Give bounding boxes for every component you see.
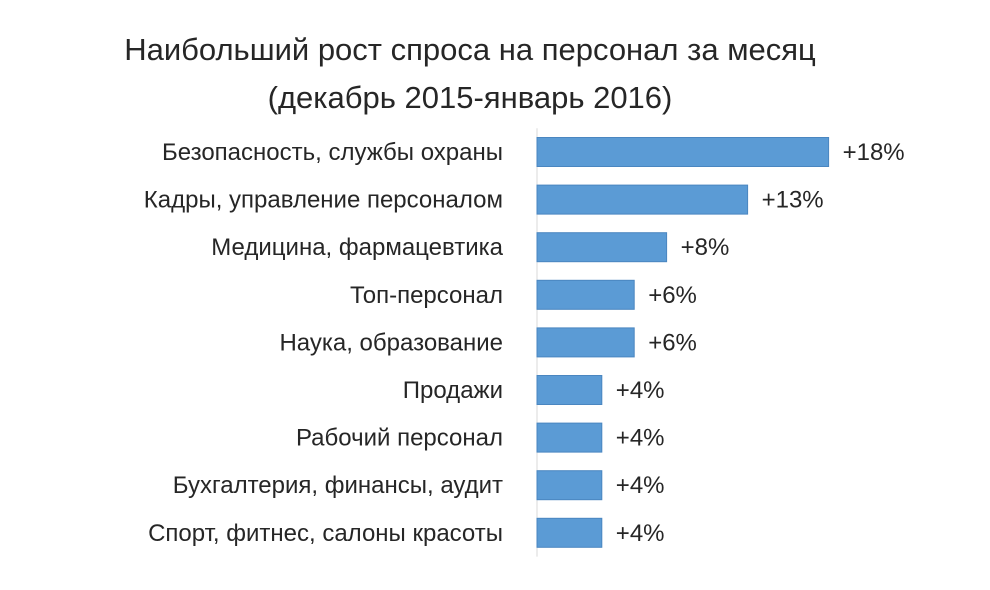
bar <box>536 279 635 310</box>
data-label: +4% <box>616 377 665 404</box>
category-tick-label: Медицина, фармацевтика <box>211 234 503 261</box>
data-label: +4% <box>616 472 665 499</box>
category-tick-label: Рабочий персонал <box>296 425 503 452</box>
chart-title: Наибольший рост спроса на персонал за ме… <box>124 32 816 67</box>
category-tick-label: Бухгалтерия, финансы, аудит <box>173 472 503 499</box>
category-tick-label: Спорт, фитнес, салоны красоты <box>148 520 503 547</box>
data-label: +6% <box>648 329 697 356</box>
chart-subtitle: (декабрь 2015-январь 2016) <box>267 80 673 115</box>
category-tick-label: Кадры, управление персоналом <box>144 187 503 214</box>
data-label: +13% <box>762 187 824 214</box>
bar <box>536 470 603 501</box>
bar <box>536 422 603 453</box>
bar <box>536 184 749 215</box>
bar <box>536 327 635 358</box>
data-label: +18% <box>843 139 905 166</box>
category-tick-label: Продажи <box>403 377 503 404</box>
data-label: +4% <box>616 520 665 547</box>
data-label: +4% <box>616 425 665 452</box>
category-tick-label: Топ-персонал <box>350 282 503 309</box>
bar <box>536 375 603 405</box>
category-tick-label: Наука, образование <box>279 329 503 356</box>
data-label: +8% <box>681 234 730 261</box>
bar <box>536 137 830 167</box>
bar <box>536 232 668 263</box>
data-label: +6% <box>648 282 697 309</box>
bar <box>536 517 603 548</box>
category-tick-label: Безопасность, службы охраны <box>162 139 503 166</box>
